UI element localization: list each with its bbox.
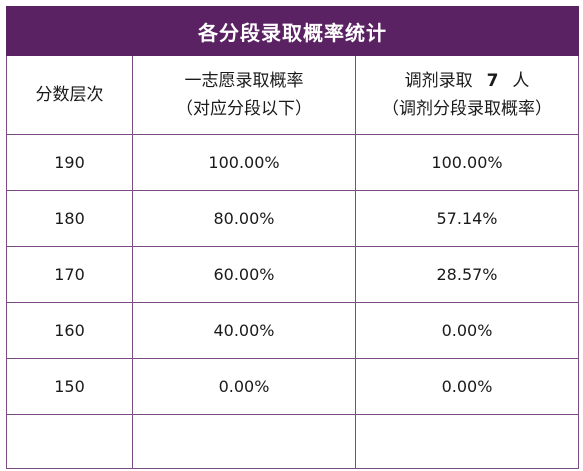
- header-adjusted-line1: 调剂录取 7 人: [356, 67, 578, 95]
- score-cell: 150: [6, 358, 133, 415]
- header-row: 分数层次 一志愿录取概率 （对应分段以下） 调剂录取 7 人 （调剂分段录取概率）: [6, 55, 580, 135]
- table-row: 190 100.00% 100.00%: [6, 134, 580, 191]
- score-cell: 170: [6, 246, 133, 303]
- header-adjusted-line2: （调剂分段录取概率）: [382, 99, 552, 119]
- table-row: 160 40.00% 0.00%: [6, 302, 580, 359]
- header-first-choice-line1: 一志愿录取概率: [184, 71, 304, 91]
- header-adjusted-prefix: 调剂录取: [404, 71, 473, 91]
- header-first-choice: 一志愿录取概率 （对应分段以下）: [132, 55, 356, 135]
- score-cell: 190: [6, 134, 133, 191]
- table-row-empty: [6, 414, 580, 469]
- table-row: 150 0.00% 0.00%: [6, 358, 580, 415]
- table-row: 180 80.00% 57.14%: [6, 190, 580, 247]
- adjusted-cell: 0.00%: [354, 358, 580, 415]
- first-choice-cell: [132, 414, 356, 469]
- title-row: 各分段录取概率统计: [5, 6, 580, 56]
- adjusted-cell: 28.57%: [354, 246, 580, 303]
- adjusted-cell: [354, 414, 580, 469]
- header-score-level: 分数层次: [6, 55, 133, 135]
- score-cell: [6, 414, 133, 469]
- first-choice-cell: 100.00%: [132, 134, 356, 191]
- first-choice-cell: 80.00%: [132, 190, 356, 247]
- adjusted-cell: 57.14%: [354, 190, 580, 247]
- adjusted-cell: 100.00%: [354, 134, 580, 191]
- first-choice-cell: 60.00%: [132, 246, 356, 303]
- first-choice-cell: 0.00%: [132, 358, 356, 415]
- header-adjusted: 调剂录取 7 人 （调剂分段录取概率）: [354, 55, 580, 135]
- score-cell: 160: [6, 302, 133, 359]
- header-first-choice-line2: （对应分段以下）: [176, 99, 312, 119]
- probability-table: 各分段录取概率统计 分数层次 一志愿录取概率 （对应分段以下） 调剂录取 7 人 （…: [5, 6, 580, 469]
- table-row: 170 60.00% 28.57%: [6, 246, 580, 303]
- score-cell: 180: [6, 190, 133, 247]
- table-title: 各分段录取概率统计: [5, 6, 580, 56]
- probability-table-container: 各分段录取概率统计 分数层次 一志愿录取概率 （对应分段以下） 调剂录取 7 人 （…: [5, 6, 580, 469]
- header-adjusted-count: 7: [486, 71, 499, 91]
- header-adjusted-suffix: 人: [512, 71, 530, 91]
- adjusted-cell: 0.00%: [354, 302, 580, 359]
- first-choice-cell: 40.00%: [132, 302, 356, 359]
